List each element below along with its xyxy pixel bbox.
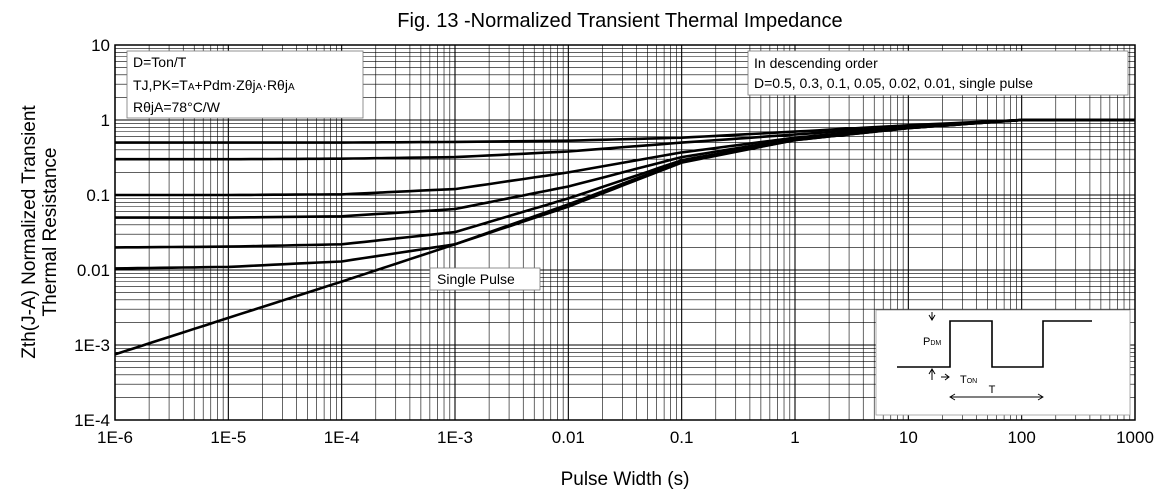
single-pulse-label: Single Pulse (437, 271, 515, 287)
x-tick-label: 0.01 (552, 428, 585, 447)
conditions-2-sub-c: A (288, 82, 295, 93)
inset-ton: T (960, 374, 967, 386)
conditions-2-sub-a: A (188, 82, 195, 93)
y-tick-label: 1E-4 (74, 411, 110, 430)
period-arrow (949, 393, 1044, 401)
inset-p: P (923, 336, 930, 348)
series-line-3 (115, 118, 1135, 219)
inset-ton-label: TON (960, 374, 977, 386)
x-tick-label: 1E-5 (210, 428, 246, 447)
y-tick-label: 0.1 (86, 186, 110, 205)
tick-labels: 1E-6 1E-5 1E-4 1E-3 0.01 0.1 1 10 100 1000 1E-4 1E-… (74, 36, 1154, 447)
conditions-line-3: RθjA=78°C/W (133, 99, 221, 115)
curves (114, 118, 1135, 356)
x-tick-label: 1E-3 (437, 428, 473, 447)
y-axis-title-line2: Thermal Resistance (40, 148, 61, 317)
inset-pdm-label: PDM (923, 336, 941, 348)
conditions-box-frame (126, 50, 364, 119)
conditions-2-a: TJ,PK=T (133, 77, 188, 93)
x-tick-label: 1000 (1116, 428, 1154, 447)
x-tick-label: 1 (790, 428, 799, 447)
series-line-6 (114, 118, 1135, 356)
order-heading: In descending order (754, 55, 878, 71)
order-values: D=0.5, 0.3, 0.1, 0.05, 0.02, 0.01, singl… (754, 75, 1033, 91)
y-tick-label: 1 (101, 111, 110, 130)
plot-frame (114, 44, 1136, 421)
y-tick-label: 10 (91, 36, 110, 55)
single-pulse-annotation: Single Pulse (429, 267, 541, 291)
x-tick-label: 100 (1007, 428, 1035, 447)
inset-p-sub: DM (930, 340, 941, 347)
x-axis-title: Pulse Width (s) (561, 469, 690, 490)
conditions-line-2: TJ,PK=TA+Pdm·ZθjA·RθjA (133, 77, 295, 93)
x-tick-label: 0.1 (670, 428, 694, 447)
y-tick-label: 1E-3 (74, 336, 110, 355)
inset-t-label: T (989, 384, 996, 396)
order-note: In descending order D=0.5, 0.3, 0.1, 0.0… (747, 50, 1129, 96)
chart-title: Fig. 13 -Normalized Transient Thermal Im… (397, 10, 842, 32)
x-tick-label: 1E-4 (324, 428, 360, 447)
inset-frame (875, 309, 1131, 416)
pdm-bottom-arrow (928, 368, 936, 380)
pdm-top-arrow (928, 312, 936, 321)
order-note-frame (747, 50, 1129, 96)
conditions-box: D=Ton/T TJ,PK=TA+Pdm·ZθjA·RθjA RθjA=78°C… (126, 50, 364, 119)
conditions-line-1: D=Ton/T (133, 54, 187, 70)
ton-arrow (941, 373, 950, 381)
pulse-waveform-inset: PDM TON T (875, 309, 1131, 416)
y-axis-title: Zth(J-A) Normalized Transient Thermal Re… (19, 105, 61, 359)
y-tick-label: 0.01 (77, 261, 110, 280)
pulse-waveform (897, 320, 1092, 368)
y-axis-title-line1: Zth(J-A) Normalized Transient (19, 105, 40, 359)
conditions-2-c: ·Rθj (262, 77, 288, 93)
inset-ton-sub: ON (967, 378, 978, 385)
x-tick-label: 10 (899, 428, 918, 447)
single-pulse-frame (429, 267, 541, 291)
x-tick-label: 1E-6 (97, 428, 133, 447)
conditions-2-sub-b: A (256, 82, 263, 93)
conditions-2-b: +Pdm·Zθj (195, 77, 256, 93)
